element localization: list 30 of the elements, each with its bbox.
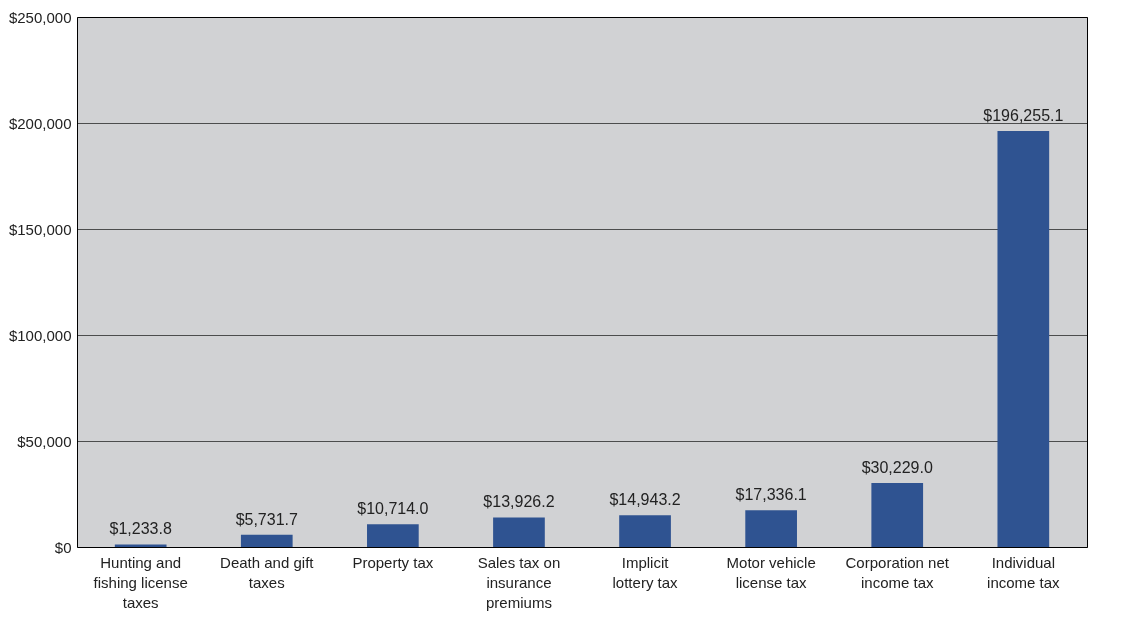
y-tick-label: $150,000 bbox=[8, 220, 72, 238]
bar bbox=[997, 130, 1050, 547]
y-tick-label: $50,000 bbox=[17, 432, 72, 450]
data-label: $13,926.2 bbox=[483, 493, 555, 511]
x-tick-label: Implicit lottery tax bbox=[612, 553, 679, 591]
bar bbox=[240, 534, 293, 547]
bar bbox=[871, 482, 924, 547]
data-label: $196,255.1 bbox=[983, 106, 1064, 124]
y-tick-label: $250,000 bbox=[8, 8, 72, 26]
data-label: $17,336.1 bbox=[735, 486, 807, 504]
bar bbox=[745, 510, 797, 547]
x-tick-label: Individual income tax bbox=[987, 553, 1061, 591]
x-tick-label: Corporation net income tax bbox=[845, 553, 950, 591]
bar bbox=[114, 544, 167, 547]
x-tick-label: Motor vehicle license tax bbox=[726, 553, 816, 591]
x-tick-label: Death and gift taxes bbox=[220, 553, 315, 591]
data-label: $14,943.2 bbox=[609, 491, 681, 509]
bar bbox=[493, 517, 545, 547]
y-tick-label: $200,000 bbox=[8, 114, 72, 132]
data-label: $10,714.0 bbox=[357, 500, 429, 518]
data-label: $5,731.7 bbox=[235, 510, 299, 528]
bar bbox=[367, 524, 419, 547]
x-tick-label: Hunting and fishing license taxes bbox=[93, 553, 188, 611]
bar bbox=[619, 515, 671, 547]
x-tick-label: Property tax bbox=[352, 553, 434, 571]
y-tick-label: $0 bbox=[54, 538, 72, 556]
y-tick-label: $100,000 bbox=[8, 326, 72, 344]
x-tick-label: Sales tax on insurance premiums bbox=[477, 553, 561, 611]
data-label: $30,229.0 bbox=[861, 458, 933, 476]
data-label: $1,233.8 bbox=[109, 520, 172, 538]
